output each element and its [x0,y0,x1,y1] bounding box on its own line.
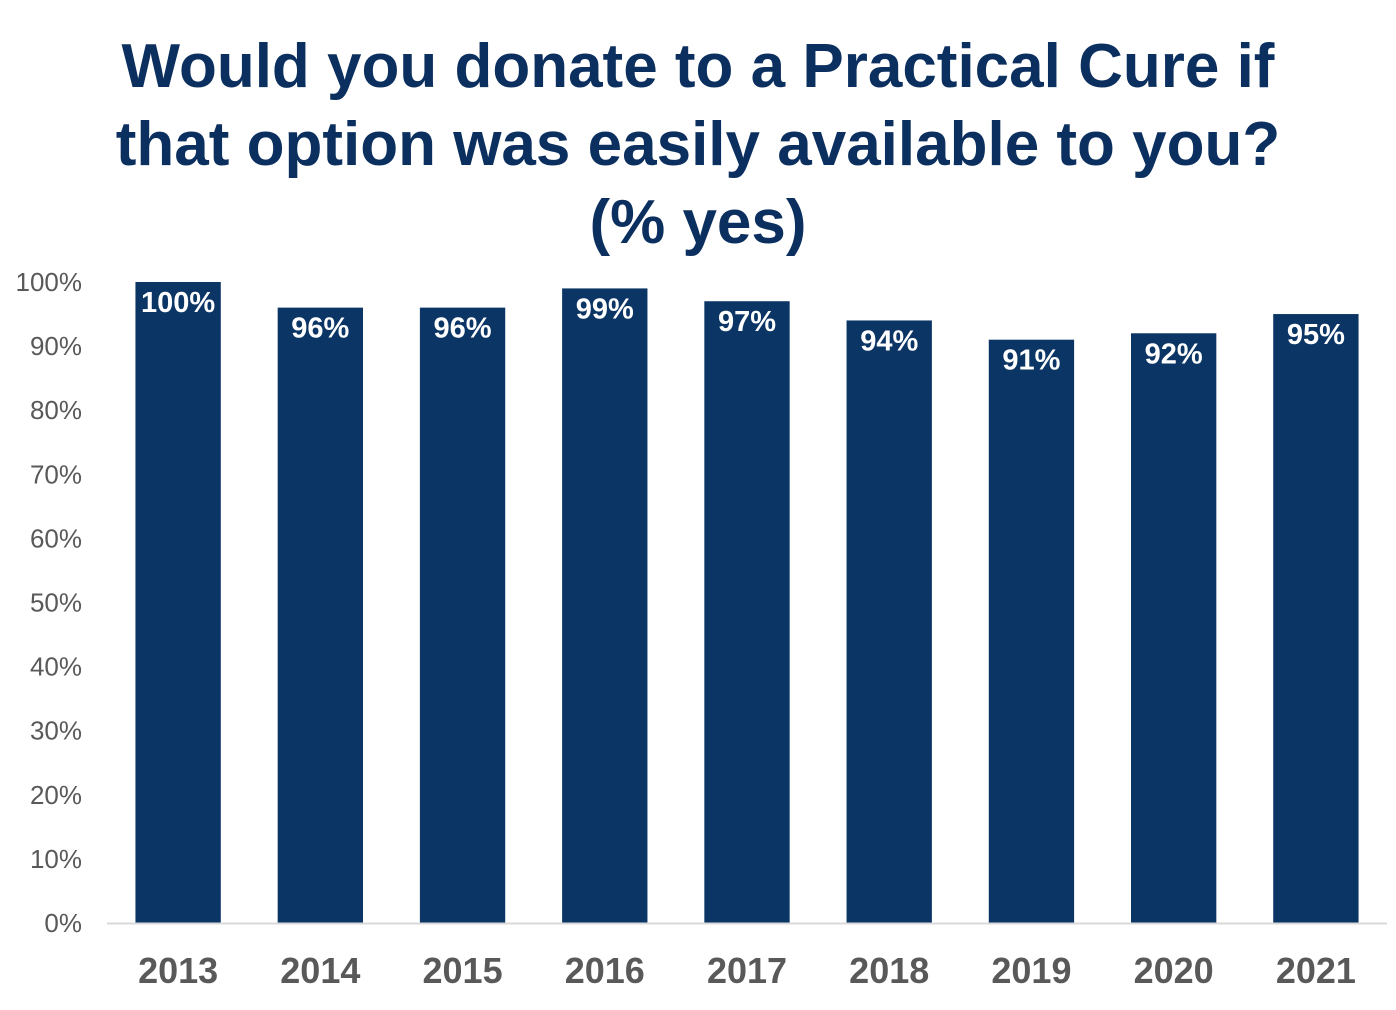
data-label: 92% [1145,338,1203,370]
x-tick-label: 2021 [1276,950,1356,991]
y-tick-label: 60% [30,523,82,553]
bar [277,307,363,923]
y-tick-label: 80% [30,395,82,425]
bar [1273,314,1359,923]
y-tick-label: 50% [30,588,82,618]
bar [419,307,506,923]
data-label: 97% [718,306,776,338]
x-tick-label: 2016 [565,950,645,991]
chart-title-line: (% yes) [589,188,807,257]
y-tick-label: 10% [30,844,82,874]
chart-title-line: that option was easily available to you? [115,110,1281,179]
data-label: 100% [141,287,215,319]
y-tick-label: 40% [30,652,82,682]
bar [704,301,790,924]
y-tick-label: 70% [30,459,82,489]
data-label: 96% [434,313,492,345]
x-tick-label: 2014 [280,950,360,991]
bar [988,339,1075,923]
data-label: 96% [291,313,349,345]
y-tick-label: 100% [16,267,83,297]
x-tick-label: 2017 [707,950,787,991]
chart-title-line: Would you donate to a Practical Cure if [121,32,1275,101]
y-tick-label: 20% [30,780,82,810]
bar [562,288,648,923]
x-tick-label: 2015 [423,950,503,991]
data-label: 91% [1002,345,1060,377]
data-label: 95% [1287,319,1345,351]
y-tick-label: 90% [30,331,82,361]
data-label: 99% [576,293,634,325]
x-tick-label: 2020 [1134,950,1214,991]
y-tick-label: 30% [30,716,82,746]
bar [1131,333,1217,923]
data-label: 94% [860,325,918,357]
bar [846,320,932,924]
x-tick-label: 2013 [138,950,218,991]
x-tick-label: 2019 [991,950,1071,991]
chart-title: Would you donate to a Practical Cure if … [0,28,1396,262]
x-tick-label: 2018 [849,950,929,991]
bar [135,282,221,923]
y-tick-label: 0% [44,908,82,938]
